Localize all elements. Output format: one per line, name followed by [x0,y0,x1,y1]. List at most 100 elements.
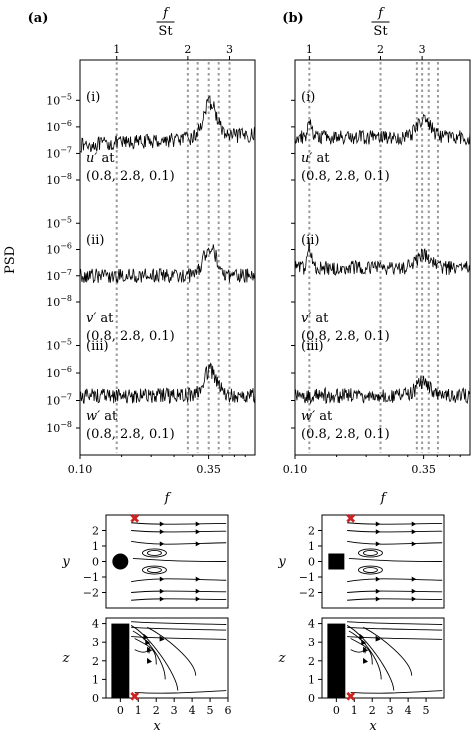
streamline-arrow [195,596,201,602]
streamline-arrow [159,521,165,527]
streamline-arrow [375,588,381,594]
obstacle-square [328,553,345,570]
x-tick-label: 2 [153,704,160,717]
y-tick-label: 10−7 [46,268,72,283]
top-axis-label-denominator: St [373,24,388,39]
y-tick-label: 10−5 [46,215,72,230]
streamline-arrow [159,529,165,535]
series-location: (0.8, 2.8, 0.1) [86,169,175,184]
series-component: u′ at [86,151,115,166]
x-tick-label: 0.35 [196,463,221,476]
y-tick-label: 10−5 [46,338,72,353]
z-tick-label: 2 [92,655,99,668]
top-tick-label: 3 [226,43,233,56]
series-index: (ii) [86,233,104,248]
y-tick-label: 10−8 [46,420,72,435]
x-tick-label: 0.10 [68,463,93,476]
x-axis-label-f: f [380,491,388,506]
psd-trace-2 [79,244,256,283]
streamline [347,540,443,545]
y-tick-label: 1 [92,540,99,553]
streamline-arrow [145,639,151,646]
x-tick-label: 1 [135,704,142,717]
series-index: (iii) [301,339,324,354]
y-tick-label: 0 [308,556,315,569]
streamline [131,540,227,545]
series-index: (ii) [301,233,319,248]
probe-marker: ✖ [129,512,140,527]
top-axis-label-numerator: f [377,6,385,21]
y-tick-label: 10−7 [46,145,72,160]
x-tick-label: 1 [351,704,358,717]
top-tick-label: 2 [377,43,384,56]
psd-trace-3 [79,362,256,405]
streamline [363,626,413,676]
psd-trace-3 [294,375,471,405]
streamline [350,638,373,665]
streamline-arrow [411,529,417,535]
streamline-arrow [195,529,201,535]
streamline-arrow [361,639,367,646]
streamline [131,636,227,640]
streamline [132,557,227,562]
streamline [347,590,443,593]
y-tick-label: −1 [299,571,315,584]
probe-marker: ✖ [345,690,356,705]
probe-marker: ✖ [129,690,140,705]
psd-trace-1 [79,95,256,153]
streamline-arrow [411,576,417,582]
streamline-arrow [159,576,165,582]
x-axis-label-f: f [164,491,172,506]
streamline-arrow [159,596,165,602]
z-tick-label: 4 [308,618,315,631]
z-axis-label: z [278,651,286,666]
z-axis-label: z [62,651,70,666]
x-tick-label: 3 [387,704,394,717]
streamline [130,625,179,691]
psd-trace-2 [294,240,471,276]
streamline-arrow [359,633,365,640]
x-tick-label: 0.10 [283,463,308,476]
y-tick-label: −2 [83,587,99,600]
streamline-arrow [411,521,417,527]
series-location: (0.8, 2.8, 0.1) [301,329,390,344]
y-tick-label: −1 [83,571,99,584]
streamline [347,621,443,625]
streamline [347,636,443,640]
vortex-loop [146,567,162,573]
top-tick-label: 1 [113,43,120,56]
side-view-frame [105,617,229,699]
x-tick-label: 0 [117,704,124,717]
x-tick-label: 2 [369,704,376,717]
z-tick-label: 2 [308,655,315,668]
vortex-loop [362,567,378,573]
x-tick-label: 4 [189,704,196,717]
psd-panel-a: (a) f St 1 2 3 0.10 0.35 10−5 10−6 10−7 10−8 (i) u′ a… [3,6,256,476]
obstacle-body [327,623,346,698]
series-component: w′ at [301,409,333,424]
streamline [346,625,395,691]
streamline [347,626,443,631]
series-index: (iii) [86,339,109,354]
streamline-arrow [411,596,417,602]
streamline-arrow [195,521,201,527]
top-tick-label: 3 [419,43,426,56]
streamline-arrow [159,635,165,642]
y-tick-label: 1 [308,540,315,553]
streamline-arrow [363,657,369,664]
x-tick-label: 0 [333,704,340,717]
y-tick-label: −2 [299,587,315,600]
streamline [347,522,443,525]
streamline [347,530,443,533]
vortex-loop [141,565,167,575]
streamline-arrow [375,529,381,535]
z-tick-label: 3 [308,636,315,649]
series-location: (0.8, 2.8, 0.1) [86,427,175,442]
vortex-loop [141,548,167,558]
top-tick-label: 1 [306,43,313,56]
streamline-arrow [159,588,165,594]
y-axis-label: PSD [3,246,18,274]
z-tick-label: 0 [92,692,99,705]
